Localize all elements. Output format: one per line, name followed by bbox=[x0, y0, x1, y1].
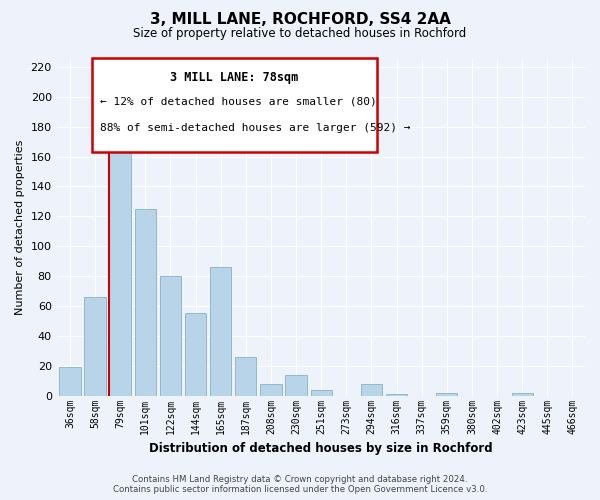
Bar bbox=[85, 297, 106, 396]
Bar bbox=[512, 392, 533, 396]
Y-axis label: Number of detached properties: Number of detached properties bbox=[15, 140, 25, 315]
Bar bbox=[59, 367, 80, 396]
Bar bbox=[311, 390, 332, 396]
Text: ← 12% of detached houses are smaller (80): ← 12% of detached houses are smaller (80… bbox=[100, 96, 376, 106]
X-axis label: Distribution of detached houses by size in Rochford: Distribution of detached houses by size … bbox=[149, 442, 493, 455]
FancyBboxPatch shape bbox=[92, 58, 377, 152]
Bar bbox=[286, 374, 307, 396]
Bar bbox=[160, 276, 181, 396]
Bar bbox=[109, 126, 131, 396]
Bar bbox=[361, 384, 382, 396]
Bar bbox=[210, 267, 232, 396]
Text: Size of property relative to detached houses in Rochford: Size of property relative to detached ho… bbox=[133, 28, 467, 40]
Bar bbox=[235, 357, 256, 396]
Bar bbox=[436, 392, 457, 396]
Text: 3, MILL LANE, ROCHFORD, SS4 2AA: 3, MILL LANE, ROCHFORD, SS4 2AA bbox=[149, 12, 451, 28]
Bar bbox=[260, 384, 281, 396]
Bar bbox=[134, 209, 156, 396]
Text: 88% of semi-detached houses are larger (592) →: 88% of semi-detached houses are larger (… bbox=[100, 124, 410, 134]
Text: 3 MILL LANE: 78sqm: 3 MILL LANE: 78sqm bbox=[170, 71, 298, 84]
Text: Contains HM Land Registry data © Crown copyright and database right 2024.
Contai: Contains HM Land Registry data © Crown c… bbox=[113, 474, 487, 494]
Bar bbox=[185, 314, 206, 396]
Bar bbox=[386, 394, 407, 396]
